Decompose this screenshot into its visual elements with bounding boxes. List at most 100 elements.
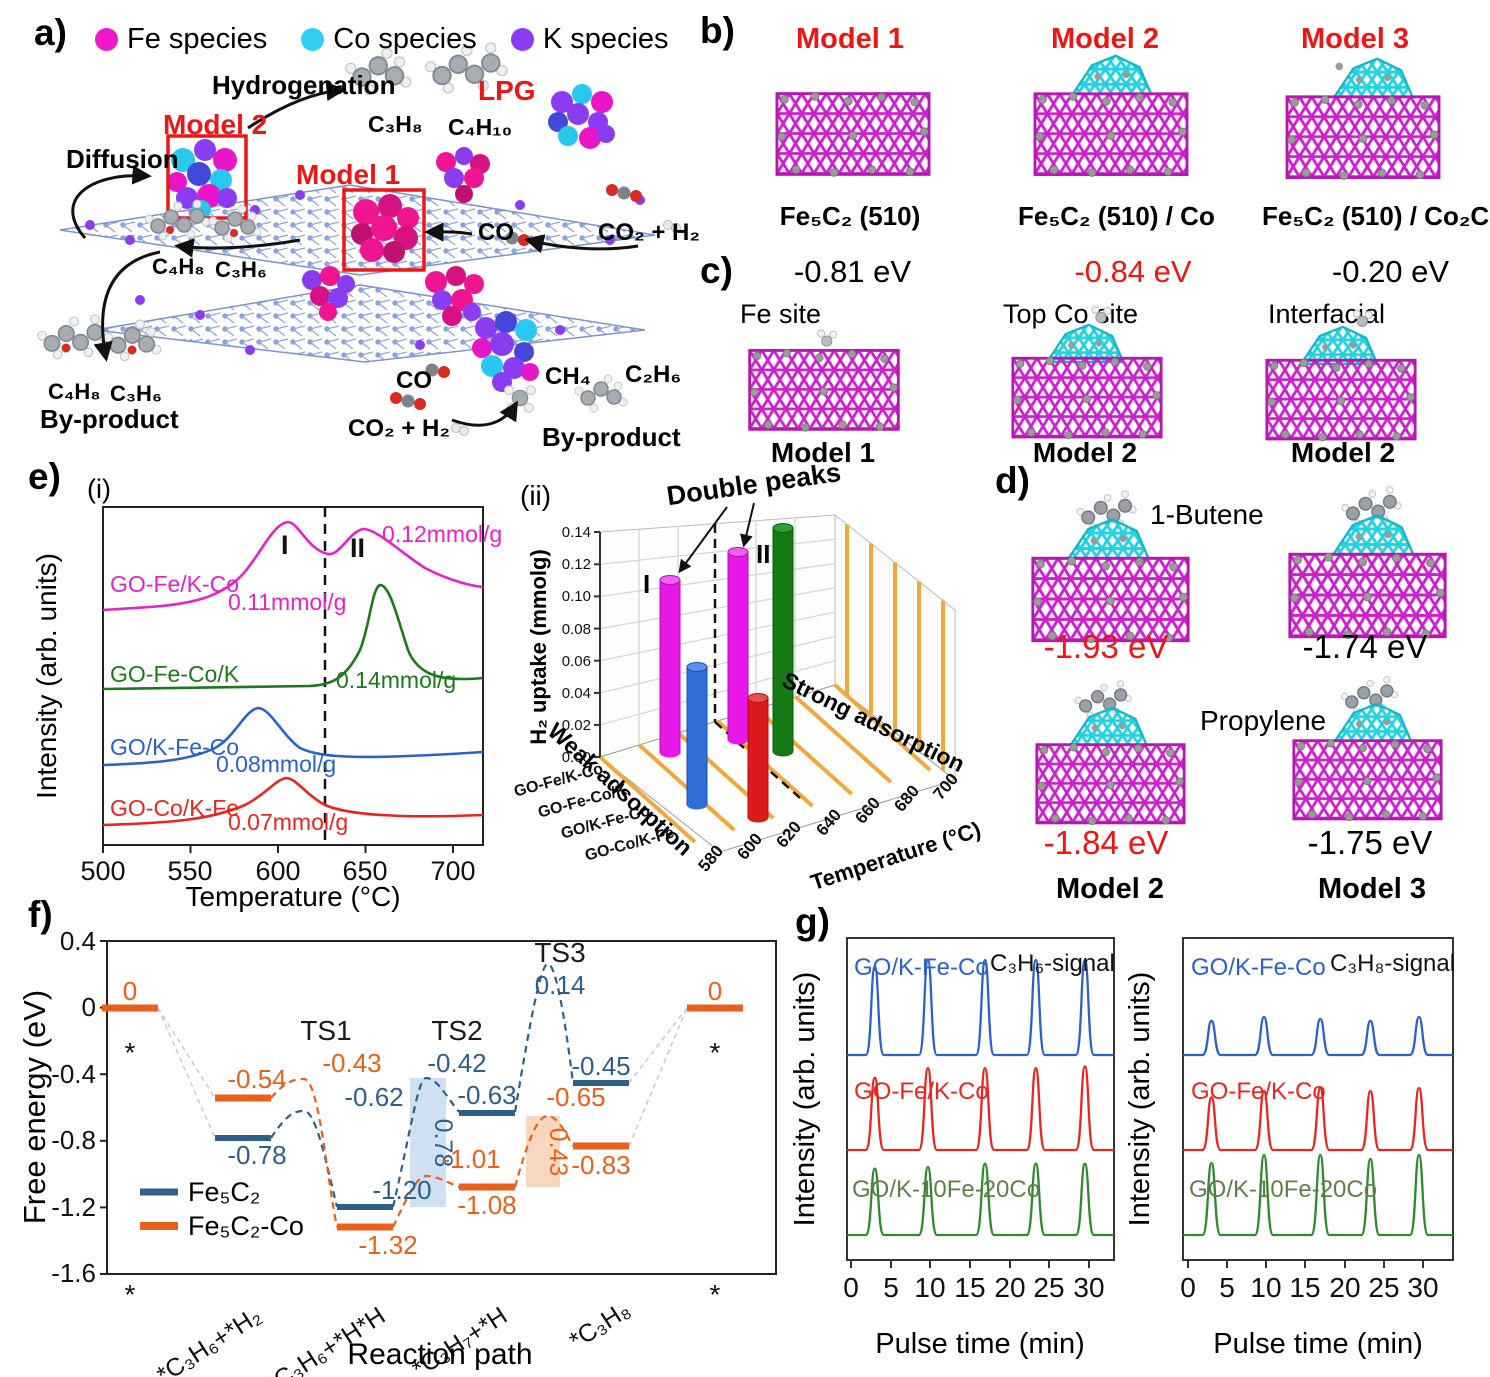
f-connectors xyxy=(157,1007,688,1147)
model1-title: Model 1 xyxy=(796,23,904,55)
bar-magenta-II xyxy=(727,547,749,745)
panel-e-i-plot: (i) 500 550 600 650 700 Temperature (°C)… xyxy=(31,474,502,912)
svg-text:-1.6: -1.6 xyxy=(51,1258,96,1288)
panel-b-label: b) xyxy=(700,10,735,51)
c4h8-mid-label: C₄H₈ xyxy=(152,254,205,279)
c4h10-top-label: C₄H₁₀ xyxy=(448,114,513,140)
cluster-model2 xyxy=(167,139,237,220)
legend-item-k: K species xyxy=(510,23,669,55)
svg-text:-0.78: -0.78 xyxy=(227,1140,286,1170)
svg-text:25: 25 xyxy=(1368,1272,1399,1303)
c-energy-3: -0.20 eV xyxy=(1331,254,1450,289)
g-left-tick-labels: 0 5 10 15 20 25 30 xyxy=(843,1272,1104,1303)
b-caption-3: Fe₅C₂ (510) / Co₂C xyxy=(1262,201,1490,231)
barrier-orange-label: 0.43 xyxy=(544,1128,572,1177)
structure-c2 xyxy=(1011,306,1163,441)
e-ii-zlabel: H₂ uptake (mmolg) xyxy=(526,549,551,745)
cluster-top-right xyxy=(548,84,615,149)
svg-text:-0.62: -0.62 xyxy=(344,1082,403,1112)
d-energy-3: -1.84 eV xyxy=(1043,824,1169,861)
double-peaks-arrows xyxy=(678,502,755,574)
svg-text:*C₃H₈: *C₃H₈ xyxy=(564,1296,635,1356)
g-right-curve-blue xyxy=(1183,1015,1453,1057)
g-left-green-label: GO/K-10Fe-20Co xyxy=(852,1176,1040,1203)
bar-I-marker: I xyxy=(643,569,650,599)
svg-text:GO-Fe/K-Co: GO-Fe/K-Co xyxy=(110,571,239,597)
model2-title: Model 2 xyxy=(1051,23,1159,55)
svg-text:-0.63: -0.63 xyxy=(457,1080,516,1110)
panel-f-plot: 0.4 0 -0.4 -0.8 -1.2 -1.6 Free energy (e… xyxy=(17,926,777,1377)
panel-c-label: c) xyxy=(700,250,733,291)
c3h6-bl-label: C₃H₆ xyxy=(110,381,162,406)
molecules xyxy=(36,42,681,436)
svg-text:*C₃H₆+*H₂: *C₃H₆+*H₂ xyxy=(152,1302,266,1377)
g-right-blue-label: GO/K-Fe-Co xyxy=(1191,954,1326,981)
model2-label: Model 2 xyxy=(163,109,268,140)
hydrogenation-label: Hydrogenation xyxy=(212,70,396,100)
f-yticks xyxy=(100,940,107,1275)
svg-text:-0.83: -0.83 xyxy=(571,1150,630,1180)
e-i-ylabel: Intensity (arb. units) xyxy=(31,553,62,799)
cluster-bottom-right xyxy=(472,311,539,392)
co2-h2-right-label: CO₂ + H₂ xyxy=(598,219,701,246)
svg-text:Fe₅C₂-Co: Fe₅C₂-Co xyxy=(188,1211,304,1241)
g-right-red-label: GO-Fe/K-Co xyxy=(1191,1078,1326,1105)
legend-item-co: Co species xyxy=(301,23,477,55)
co-mid-label: CO xyxy=(478,219,514,246)
c2h6-label: C₂H₆ xyxy=(625,361,682,388)
cluster-mid-right xyxy=(436,147,490,203)
k-dots xyxy=(85,190,645,355)
e-i-xlabel: Temperature (°C) xyxy=(185,881,400,912)
svg-text:-1.32: -1.32 xyxy=(358,1230,417,1260)
g-right-curve-green xyxy=(1183,1153,1453,1237)
e-i-xtick-labels: 500 550 600 650 700 xyxy=(80,856,475,886)
svg-text:0.14: 0.14 xyxy=(562,524,591,541)
d-energy-4: -1.75 eV xyxy=(1307,824,1433,861)
svg-text:0.07mmol/g: 0.07mmol/g xyxy=(228,809,348,835)
bar-II-marker: II xyxy=(756,539,770,569)
c-model-1: Model 1 xyxy=(770,437,876,468)
svg-text:-0.43: -0.43 xyxy=(322,1048,381,1078)
svg-text:-1.01: -1.01 xyxy=(441,1144,500,1174)
co-dot-icon xyxy=(301,28,325,51)
svg-text:550: 550 xyxy=(167,856,212,886)
arrows xyxy=(71,81,639,427)
d-caption-1: Model 2 xyxy=(1056,873,1164,905)
c-energy-1: -0.81 eV xyxy=(793,254,912,289)
panel-e-label: e) xyxy=(28,456,61,497)
c3h8-top-label: C₃H₈ xyxy=(368,111,423,137)
g-right-curve-red xyxy=(1183,1086,1453,1152)
panel-a-art xyxy=(36,42,681,436)
c-model-3: Model 2 xyxy=(1290,437,1396,468)
svg-text:-1.20: -1.20 xyxy=(372,1175,431,1205)
graphene-sheet-bottom xyxy=(94,284,646,363)
c3h6-mid-label: C₃H₆ xyxy=(215,257,267,282)
g-left-xlabel: Pulse time (min) xyxy=(875,1328,1085,1360)
svg-text:GO/K-Fe-Co: GO/K-Fe-Co xyxy=(110,734,239,760)
g-left-ticks xyxy=(850,1260,1090,1268)
svg-text:25: 25 xyxy=(1033,1272,1064,1303)
svg-text:0.10: 0.10 xyxy=(562,588,591,605)
butene-label: 1-Butene xyxy=(1150,499,1264,530)
svg-text:20: 20 xyxy=(1329,1272,1360,1303)
byproduct-left-label: By-product xyxy=(40,404,179,434)
svg-text:0.08: 0.08 xyxy=(562,621,591,638)
svg-text:10: 10 xyxy=(1250,1272,1281,1303)
structure-c1 xyxy=(748,329,900,433)
cluster-center-1 xyxy=(302,266,355,321)
barrier-box-orange xyxy=(526,1116,560,1187)
z-ticks xyxy=(594,531,600,758)
ch4-label: CH₄ xyxy=(545,363,592,390)
model3-title: Model 3 xyxy=(1301,23,1409,55)
barrier-blue-label: 0.78 xyxy=(429,1119,457,1168)
g-left-red-label: GO-Fe/K-Co xyxy=(854,1078,989,1105)
fe-dot-icon xyxy=(95,28,118,51)
svg-text:TS2: TS2 xyxy=(431,1015,482,1046)
svg-text:Fe₅C₂: Fe₅C₂ xyxy=(188,1177,260,1207)
panel-e-ii-plot: (ii) xyxy=(512,457,984,895)
svg-text:-0.65: -0.65 xyxy=(546,1082,605,1112)
e-i-annotations: GO-Fe/K-Co 0.11mmol/g 0.12mmol/g I II GO… xyxy=(110,521,502,835)
bar-red xyxy=(747,693,769,823)
d-energy-2: -1.74 eV xyxy=(1302,628,1428,665)
